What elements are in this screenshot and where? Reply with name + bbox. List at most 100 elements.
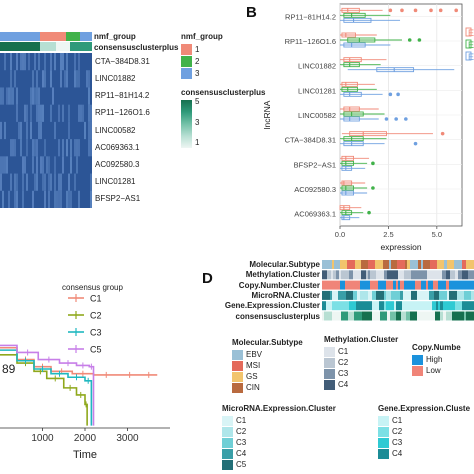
- track-cell: [322, 301, 326, 311]
- box-outlier: [394, 117, 398, 121]
- track-cell: [440, 311, 443, 321]
- heatmap-cell: [24, 156, 26, 174]
- panel-letter-d: D: [202, 270, 213, 287]
- track-cell: [364, 301, 372, 311]
- track-cell: [338, 290, 346, 300]
- track-cell: [366, 270, 368, 280]
- box-ylabel: lncRNA: [262, 100, 272, 129]
- legend-methylation-swatch: [324, 358, 335, 368]
- legend-molecular-label: GS: [246, 372, 258, 381]
- track-cell: [435, 311, 437, 321]
- heatmap-cell: [54, 173, 56, 191]
- heatmap-cell: [88, 121, 90, 140]
- surv-pvalue: 89: [2, 362, 16, 376]
- heatmap-cell: [62, 156, 64, 174]
- heatmap-cell: [48, 173, 50, 191]
- box-outlier: [388, 92, 393, 97]
- heatmap-cell: [2, 190, 4, 208]
- heatmap-cell: [36, 139, 38, 157]
- track-cell: [329, 280, 333, 290]
- heatmap-cell: [20, 121, 22, 140]
- track-cell: [379, 301, 384, 311]
- legend-mirna-swatch: [222, 438, 233, 448]
- track-cell: [390, 311, 396, 321]
- track-cell: [411, 270, 419, 280]
- track-cell: [386, 301, 394, 311]
- box-rect: [343, 106, 360, 112]
- heatmap-cell: [0, 156, 2, 174]
- track-cell: [348, 311, 354, 321]
- heatmap-cell: [22, 53, 24, 71]
- nmf-annot-seg: [0, 32, 40, 41]
- box-outlier: [404, 117, 408, 121]
- track-cell: [327, 270, 331, 280]
- heatmap-cell: [4, 53, 6, 71]
- track-cell: [391, 270, 398, 280]
- heatmap-cell: [88, 104, 90, 122]
- track-cell: [332, 301, 339, 311]
- heatmap-cell: [44, 139, 46, 157]
- box-xtick-label: 2.5: [383, 230, 393, 239]
- box-rect: [339, 205, 351, 211]
- track-cell: [389, 260, 391, 269]
- heatmap-cell: [76, 70, 78, 88]
- track-cell: [360, 290, 368, 300]
- heatmap-cell: [2, 87, 4, 105]
- annot-label-consensus: consensusclusterplus: [94, 43, 179, 52]
- track-cell: [347, 260, 355, 269]
- box-rect: [343, 62, 360, 68]
- box-rect: [341, 185, 355, 191]
- box-outlier: [384, 117, 389, 121]
- surv-xtick-label: 1000: [31, 433, 54, 444]
- heatmap-cell: [26, 121, 28, 140]
- heatmap-cell: [84, 121, 86, 140]
- legend-methylation-swatch: [324, 369, 335, 379]
- heatmap-cell: [16, 53, 18, 71]
- track-cell: [423, 260, 430, 269]
- heatmap-cell: [6, 156, 8, 174]
- box-outlier: [400, 8, 404, 13]
- heatmap-cell: [66, 70, 68, 88]
- heatmap-cell: [90, 190, 92, 208]
- heatmap-cell: [80, 104, 82, 122]
- annot-label-nmf: nmf_group: [94, 32, 136, 41]
- legend-nmf-swatch-1: [181, 44, 192, 55]
- box-rect: [343, 141, 364, 147]
- track-cell: [433, 280, 438, 290]
- surv-line: [0, 354, 88, 426]
- box-rect: [341, 81, 358, 87]
- heatmap-cell: [62, 139, 64, 157]
- track-cell: [333, 270, 336, 280]
- box-outlier: [440, 131, 445, 136]
- track-cell: [397, 260, 405, 269]
- legend-gene-label: C2: [392, 427, 403, 436]
- legend-mirna-swatch: [222, 460, 233, 470]
- track-cell: [355, 260, 361, 269]
- consensus-annot-seg: [56, 42, 70, 51]
- heatmap-cell: [60, 53, 62, 71]
- legend-nmf-title: nmf_group: [181, 32, 223, 41]
- track-cell: [366, 280, 370, 290]
- consensus-annot-seg: [40, 42, 56, 51]
- track-cell: [401, 311, 406, 321]
- track-cell: [364, 270, 366, 280]
- track-cell: [386, 290, 391, 300]
- track-cell: [384, 270, 387, 280]
- track-cell: [450, 270, 455, 280]
- legend-methylation-label: C4: [338, 380, 349, 389]
- heatmap-cell: [38, 121, 40, 140]
- heatmap-cell: [90, 173, 92, 191]
- track-cell: [466, 311, 474, 321]
- track-cell: [455, 270, 458, 280]
- box-rect: [341, 7, 360, 13]
- legend-methylation-label: C2: [338, 358, 349, 367]
- track-cell: [339, 270, 341, 280]
- heatmap-cell: [34, 173, 36, 191]
- box-category-label: BFSP2−AS1: [294, 160, 336, 169]
- legend-molecular-title: Molecular.Subtype: [232, 338, 303, 347]
- track-cell: [362, 311, 365, 321]
- legend-molecular-label: CIN: [246, 383, 260, 392]
- track-cell: [353, 290, 357, 300]
- heatmap-cell: [36, 104, 38, 122]
- legend-nmf-swatch-3: [181, 68, 192, 79]
